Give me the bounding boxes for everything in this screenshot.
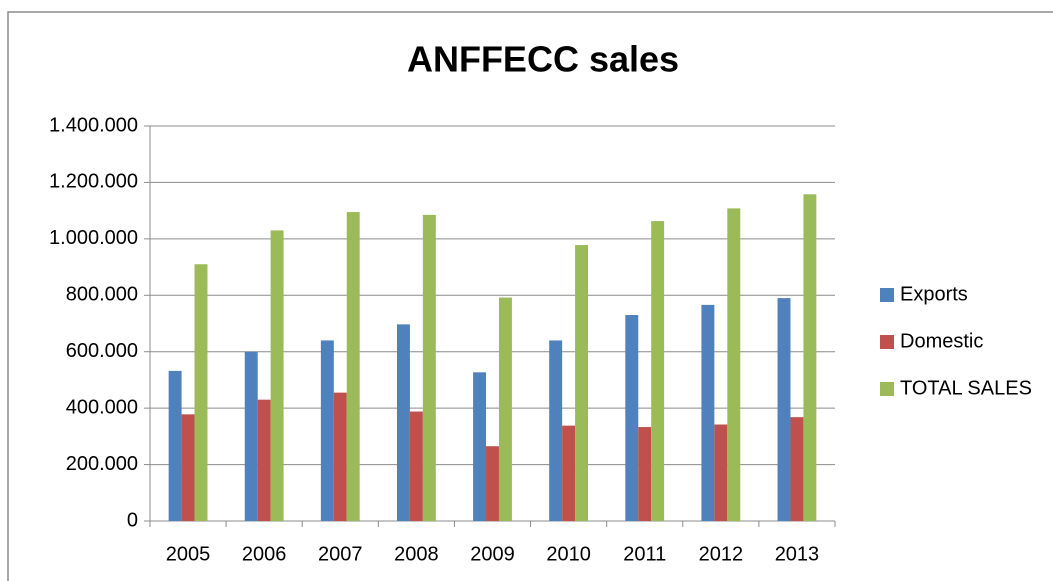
y-tick-label: 1.400.000 [49,114,138,136]
bar [638,427,652,521]
x-tick-label: 2013 [775,543,820,565]
bar [701,304,715,521]
x-tick-label: 2012 [699,543,744,565]
y-tick-label: 1.200.000 [49,171,138,193]
x-tick-label: 2009 [470,543,515,565]
legend-label: Exports [900,283,968,305]
x-tick-label: 2006 [242,543,287,565]
chart-title: ANFFECC sales [407,39,679,80]
legend-swatch [880,335,894,349]
y-tick-label: 0 [127,509,138,531]
bar [562,425,576,521]
y-tick-label: 800.000 [66,284,138,306]
legend-swatch [880,288,894,302]
y-tick-label: 600.000 [66,340,138,362]
bar [625,315,639,521]
x-tick-label: 2011 [623,543,666,565]
bar [777,298,791,521]
bar [396,324,410,521]
bar [346,212,360,521]
x-tick-label: 2005 [166,543,211,565]
x-tick-label: 2008 [394,543,439,565]
y-tick-label: 400.000 [66,396,138,418]
bar [244,351,258,521]
bar [270,230,284,521]
chart-frame [7,11,1053,581]
x-tick-label: 2007 [318,543,363,565]
legend-swatch [880,382,894,396]
bar [714,424,728,521]
bar [803,194,817,521]
bar [422,214,436,521]
bar [194,264,208,521]
bar [320,340,334,521]
bar [575,245,589,522]
y-tick-label: 1.000.000 [49,227,138,249]
x-tick-label: 2010 [546,543,591,565]
bar [168,370,182,521]
bar [409,411,423,521]
bar [181,414,195,521]
bar [257,399,271,521]
bar [790,417,804,521]
bar [549,340,563,521]
legend-label: TOTAL SALES [900,377,1032,399]
bar [498,297,512,521]
bar [486,446,499,521]
legend-label: Domestic [900,330,983,352]
bar [727,208,741,521]
y-tick-label: 200.000 [66,453,138,475]
bar [651,221,665,521]
bar [333,392,347,521]
bar [473,372,487,521]
